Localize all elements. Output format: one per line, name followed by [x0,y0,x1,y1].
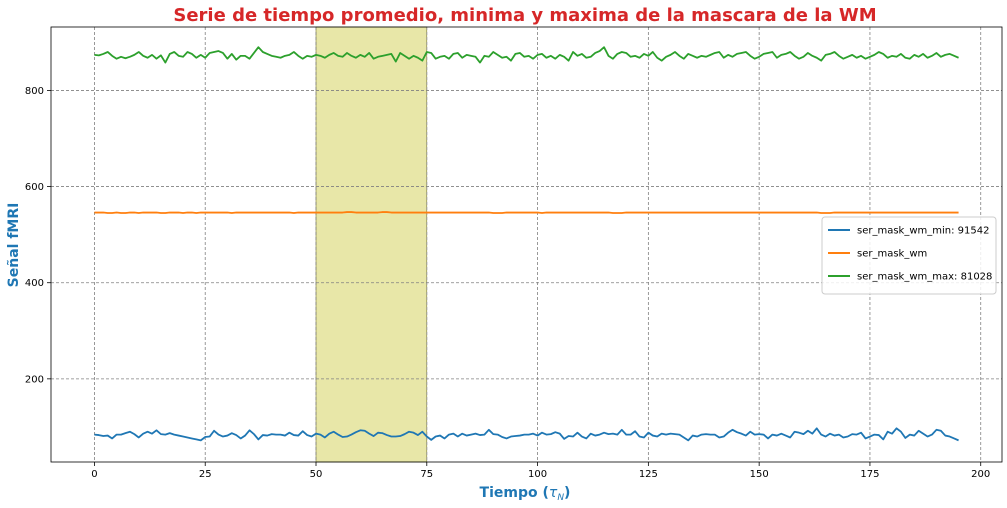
y-tick-label-400: 400 [25,278,44,289]
series-line-0 [94,427,959,442]
x-tick-label-200: 200 [971,469,990,480]
x-tick-label-175: 175 [860,469,879,480]
x-tick-label-75: 75 [420,469,433,480]
x-axis-label-sub: N [557,493,564,503]
legend-label-1: ser_mask_wm [857,249,927,260]
x-axis-label-main: Tiempo ( [480,485,549,501]
x-tick-label-125: 125 [639,469,658,480]
x-tick-group: 0 25 50 75 100 125 150 175 200 [91,462,990,480]
x-tick-label-0: 0 [91,469,97,480]
series-group [94,46,959,442]
x-tick-label-100: 100 [528,469,547,480]
y-tick-label-800: 800 [25,86,44,97]
y-tick-group: 200 400 600 800 [25,86,51,385]
highlight-span [315,26,428,463]
legend-items: ser_mask_wm_min: 91542 ser_mask_wm ser_mas… [828,226,992,283]
highlight-span-group [315,26,428,463]
y-tick-label-600: 600 [25,182,44,193]
legend-label-2: ser_mask_wm_max: 81028 [857,272,992,283]
legend-box [821,216,997,295]
x-tick-label-25: 25 [199,469,212,480]
chart-title: Serie de tiempo promedio, minima y maxim… [173,5,876,26]
y-axis-label: Señal fMRI [6,203,22,288]
y-tick-label-200: 200 [25,374,44,385]
x-axis-label-tau: τ [549,485,558,501]
x-axis-label-close: ) [564,485,570,501]
series-line-2 [94,46,959,64]
x-tick-label-50: 50 [310,469,323,480]
legend: ser_mask_wm_min: 91542 ser_mask_wm ser_mas… [821,216,997,295]
legend-label-0: ser_mask_wm_min: 91542 [857,226,989,237]
x-axis-label: Tiempo (τN) [480,485,571,503]
series-line-1 [94,211,959,214]
plot-frame [50,26,1003,463]
x-tick-label-150: 150 [750,469,769,480]
